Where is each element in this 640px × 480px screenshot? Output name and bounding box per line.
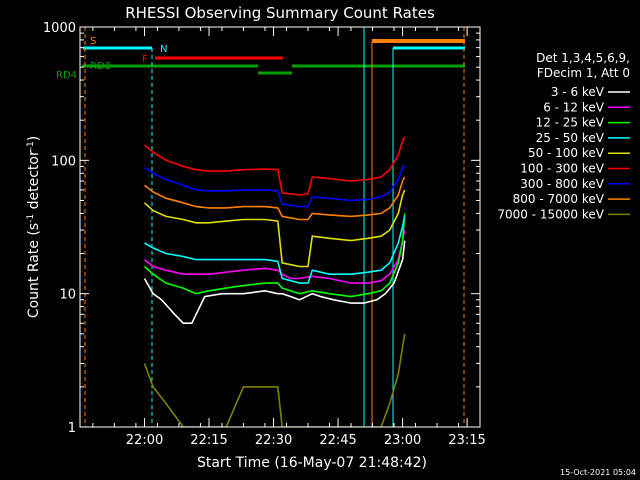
legend-label-7: 800 - 7000 keV (513, 192, 605, 206)
axes: 1 10 100 1000 22:00 22:15 22:30 22:45 23:00 23:15 (43, 21, 486, 448)
y-axis-label-sup2: -1 (26, 141, 36, 150)
series-line-5 (143, 136, 406, 196)
x-tick-label-5: 23:15 (448, 433, 485, 448)
legend-label-3: 25 - 50 keV (536, 131, 605, 145)
flag-label-n: N (160, 44, 167, 55)
series-line-8 (143, 333, 406, 427)
y-tick-label-3: 1000 (43, 21, 76, 36)
legend-label-0: 3 - 6 keV (551, 85, 605, 99)
series-line-0 (143, 240, 406, 325)
flag-label-s: S (90, 36, 96, 47)
series-line-7 (144, 176, 406, 221)
y-axis-label-mid: detector (26, 150, 42, 214)
flag-label-rd3: RD3 (90, 61, 111, 72)
legend-label-1: 6 - 12 keV (543, 100, 605, 114)
x-tick-label-0: 22:00 (126, 433, 163, 448)
x-tick-label-1: 22:15 (190, 433, 227, 448)
y-axis-label-main: Count Rate (s (26, 223, 42, 318)
x-tick-label-2: 22:30 (255, 433, 292, 448)
y-tick-label-1: 10 (59, 288, 76, 303)
plot-frame (79, 26, 481, 428)
legend-label-5: 100 - 300 keV (520, 162, 604, 176)
series-line-2 (143, 213, 406, 298)
legend-label-6: 300 - 800 keV (520, 177, 604, 191)
legend: Det 1,3,4,5,6,9, FDecim 1, Att 0 3 - 6 k… (497, 51, 630, 221)
flag-label-rd4: RD4 (56, 70, 77, 81)
legend-label-2: 12 - 25 keV (536, 116, 605, 130)
y-axis-label: Count Rate (s-1 detector-1) (26, 136, 42, 318)
series-line-1 (143, 229, 406, 284)
chart-title: RHESSI Observing Summary Count Rates (125, 4, 435, 22)
y-axis-label-end: ) (26, 136, 42, 141)
legend-label-8: 7000 - 15000 keV (497, 207, 604, 221)
series-line-3 (144, 216, 406, 284)
plot-area (82, 27, 465, 427)
x-tick-label-3: 22:45 (319, 433, 356, 448)
y-tick-label-2: 100 (51, 154, 76, 169)
flag-label-f: F (142, 54, 148, 65)
y-axis-label-sup1: -1 (26, 214, 36, 223)
series-layer (143, 136, 406, 427)
series-line-4 (143, 189, 406, 268)
x-axis-label: Start Time (16-May-07 21:48:42) (197, 455, 427, 471)
legend-header-1: Det 1,3,4,5,6,9, (536, 51, 630, 65)
y-tick-label-0: 1 (68, 421, 76, 436)
x-tick-label-4: 23:00 (384, 433, 421, 448)
flag-bars (82, 27, 465, 427)
legend-label-4: 50 - 100 keV (528, 146, 605, 160)
footer-date: 15-Oct-2021 05:04 (560, 468, 636, 477)
series-line-6 (144, 164, 406, 208)
legend-header-2: FDecim 1, Att 0 (537, 66, 630, 80)
